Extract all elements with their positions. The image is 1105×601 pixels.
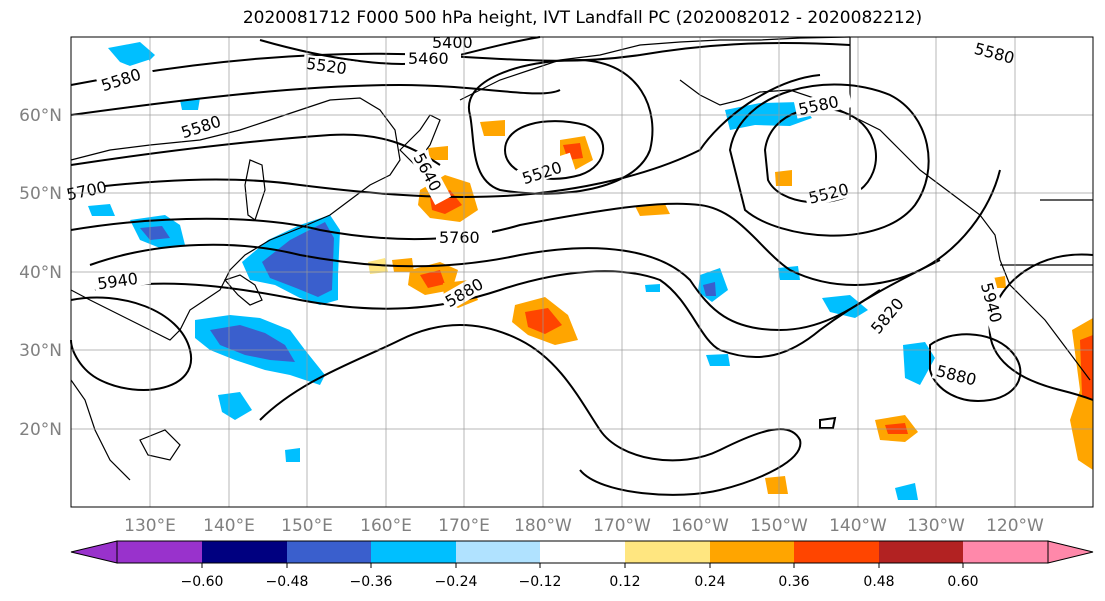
colorbar-bin [625, 541, 710, 563]
colorbar-extend-max [1047, 540, 1094, 564]
lat-label: 50°N [19, 184, 62, 204]
colorbar: −0.60 −0.48 −0.36 −0.24 −0.12 0.12 0.24 … [70, 540, 1094, 590]
lat-label: 60°N [19, 106, 62, 126]
colorbar-bin [879, 541, 963, 563]
colorbar-extend-min [70, 540, 118, 564]
contour-label: 5460 [408, 49, 449, 68]
colorbar-bin [963, 541, 1048, 563]
colorbar-tick: 0.36 [778, 574, 809, 590]
colorbar-bin [117, 541, 202, 563]
colorbar-tick: 0.60 [947, 574, 978, 590]
lon-label: 180°W [514, 516, 572, 536]
colorbar-bin [202, 541, 287, 563]
gridlines [71, 37, 1093, 507]
colorbar-tick: −0.48 [266, 574, 309, 590]
map-title: 2020081712 F000 500 hPa height, IVT Land… [242, 8, 923, 28]
lat-label: 30°N [19, 341, 62, 361]
colorbar-bin [371, 541, 456, 563]
map-frame [70, 36, 1094, 508]
lon-label: 130°W [907, 516, 965, 536]
lon-axis-labels: 130°E 140°E 150°E 160°E 170°E 180°W 170°… [124, 516, 1044, 536]
lat-axis-labels: 60°N 50°N 40°N 30°N 20°N [19, 106, 62, 440]
lon-label: 150°E [281, 516, 333, 536]
contour-label: 5400 [432, 33, 473, 52]
contour-label: 5760 [439, 228, 480, 247]
lon-label: 170°W [593, 516, 651, 536]
colorbar-tick: 0.12 [609, 574, 640, 590]
colorbar-tick: 0.48 [863, 574, 894, 590]
colorbar-bin [287, 541, 371, 563]
lon-label: 150°W [750, 516, 808, 536]
colorbar-bin [794, 541, 879, 563]
colorbar-bin [710, 541, 794, 563]
lon-label: 160°E [360, 516, 412, 536]
lon-label: 130°E [124, 516, 176, 536]
lon-label: 120°W [986, 516, 1044, 536]
coastlines [70, 36, 1093, 481]
lon-label: 140°E [203, 516, 255, 536]
colorbar-tick: −0.36 [350, 574, 393, 590]
colorbar-tick: 0.24 [694, 574, 725, 590]
colorbar-tick: −0.12 [519, 574, 562, 590]
colorbar-tick: −0.60 [181, 574, 224, 590]
lat-label: 20°N [19, 420, 62, 440]
lon-label: 140°W [829, 516, 887, 536]
lat-label: 40°N [19, 263, 62, 283]
lon-label: 160°W [671, 516, 729, 536]
colorbar-tick: −0.24 [435, 574, 478, 590]
lon-label: 170°E [438, 516, 490, 536]
colorbar-bin [456, 541, 540, 563]
colorbar-bin [540, 541, 625, 563]
